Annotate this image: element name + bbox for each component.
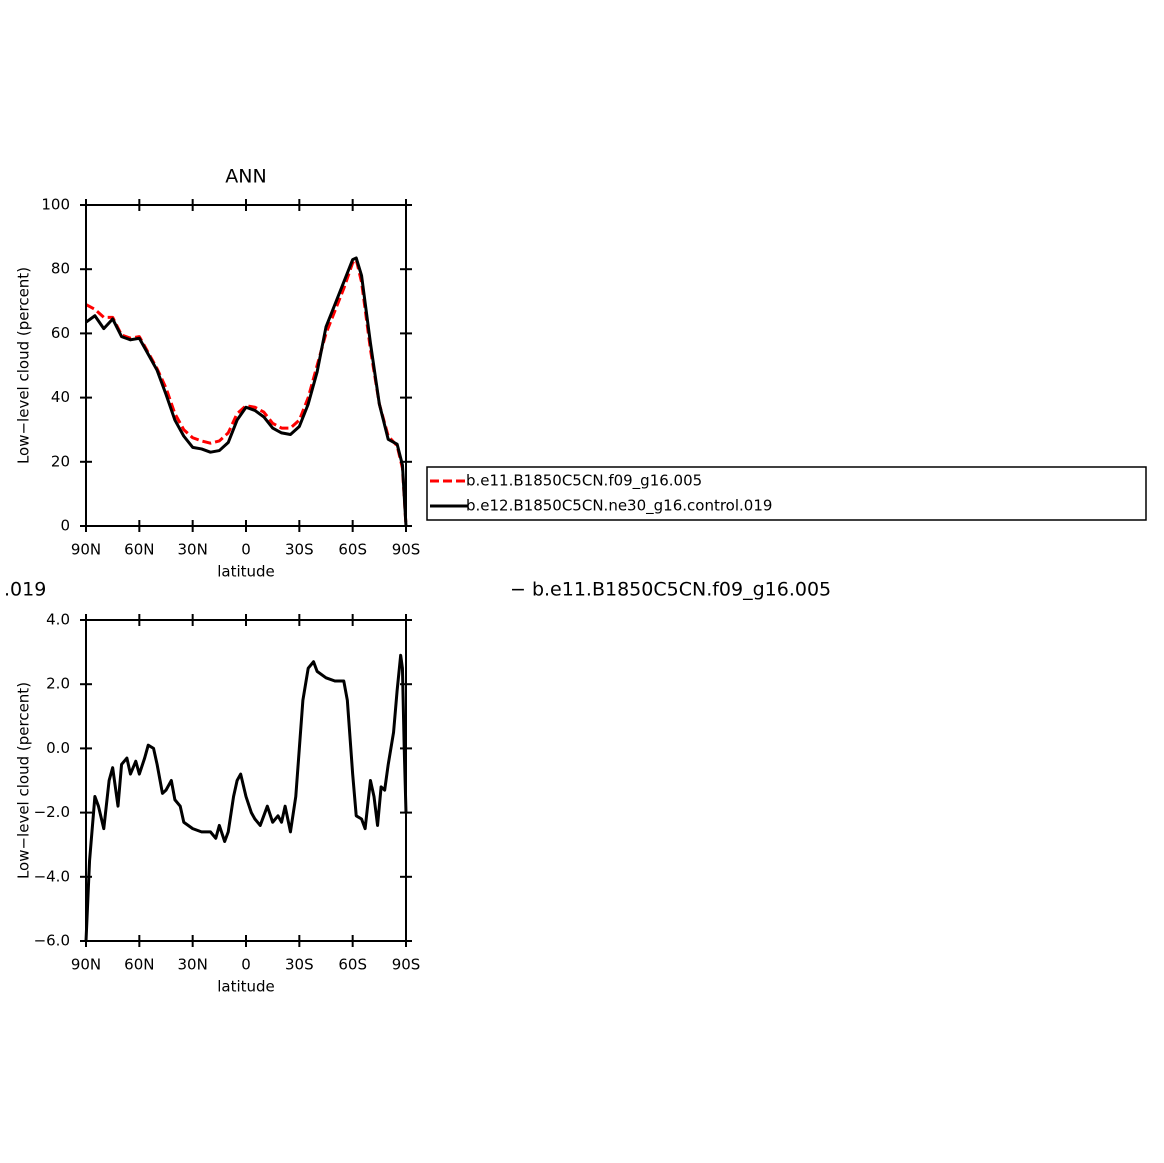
x-tick-label: 60N [124, 956, 154, 974]
x-tick-label: 30N [178, 956, 208, 974]
x-tick-label: 90N [71, 541, 101, 559]
data-line [85, 256, 408, 527]
x-tick-label: 0 [241, 956, 251, 974]
chart-title-left: .019 [4, 579, 46, 601]
y-tick-label: 20 [51, 452, 70, 470]
x-tick-label: 90N [71, 956, 101, 974]
x-tick-label: 0 [241, 541, 251, 559]
y-tick-label: −4.0 [34, 867, 70, 885]
plot-frame [85, 619, 407, 942]
x-axis-label: latitude [217, 978, 275, 996]
legend-box [426, 466, 1147, 521]
y-tick-label: 4.0 [46, 611, 70, 629]
chart-title: ANN [225, 166, 266, 188]
y-tick-label: 2.0 [46, 675, 70, 693]
y-tick-label: 40 [51, 388, 70, 406]
x-tick-label: 90S [392, 541, 421, 559]
x-tick-label: 30N [178, 541, 208, 559]
y-tick-label: −2.0 [34, 803, 70, 821]
y-tick-label: 60 [51, 324, 70, 342]
legend-label: b.e12.B1850C5CN.ne30_g16.control.019 [466, 497, 772, 516]
y-tick-label: 0 [60, 517, 70, 535]
x-tick-label: 30S [285, 956, 314, 974]
legend-label: b.e11.B1850C5CN.f09_g16.005 [466, 472, 702, 491]
x-tick-label: 60S [338, 956, 367, 974]
data-line [85, 258, 408, 527]
y-axis-label: Low−level cloud (percent) [15, 682, 33, 879]
y-tick-label: 100 [41, 196, 70, 214]
x-tick-label: 60N [124, 541, 154, 559]
chart-title-right: − b.e11.B1850C5CN.f09_g16.005 [510, 579, 831, 601]
x-axis-label: latitude [217, 563, 275, 581]
data-line [84, 653, 408, 942]
y-tick-label: −6.0 [34, 932, 70, 950]
plot-frame [85, 204, 407, 527]
x-tick-label: 60S [338, 541, 367, 559]
y-tick-label: 80 [51, 260, 70, 278]
x-tick-label: 30S [285, 541, 314, 559]
y-axis-label: Low−level cloud (percent) [15, 267, 33, 464]
x-tick-label: 90S [392, 956, 421, 974]
y-tick-label: 0.0 [46, 739, 70, 757]
